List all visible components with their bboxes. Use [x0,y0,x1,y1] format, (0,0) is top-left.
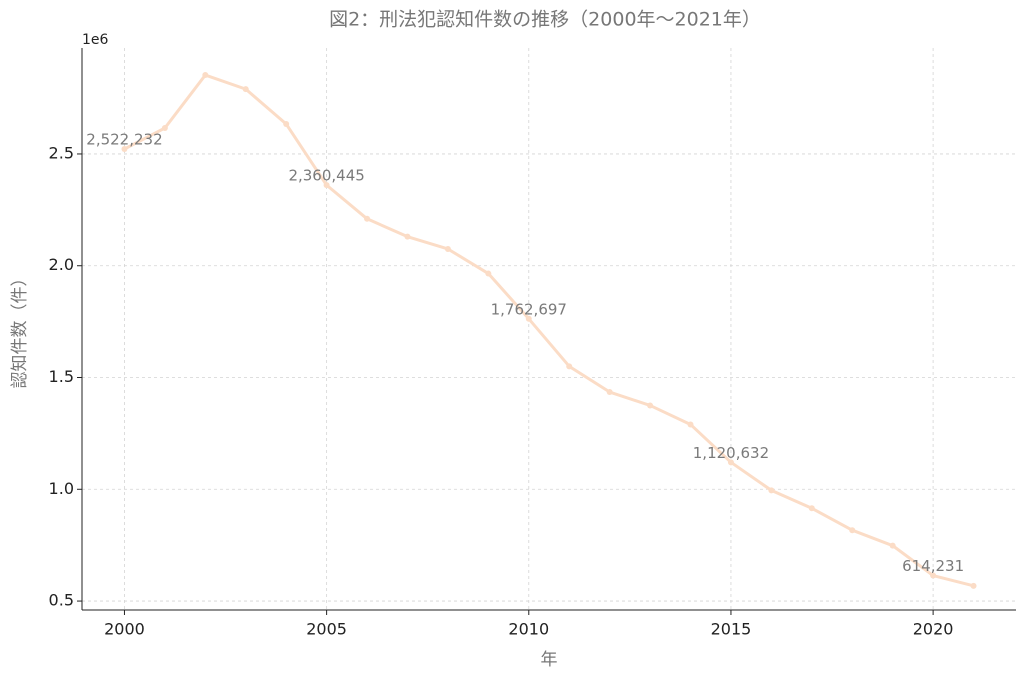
data-point [727,459,734,466]
y-multiplier: 1e6 [82,32,109,48]
y-tick-label: 2.5 [49,143,74,162]
data-point [647,402,654,409]
data-label: 2,360,445 [288,167,364,185]
data-point [404,233,411,240]
data-point [242,86,249,93]
data-point [606,389,613,396]
x-tick-label: 2015 [711,620,752,639]
y-tick-label: 1.0 [49,479,74,498]
y-axis-label: 認知件数（件） [10,270,30,389]
data-line [123,73,974,588]
data-point [121,145,128,152]
data-point [566,363,573,370]
data-point [849,527,856,534]
data-point [889,542,896,549]
x-tick-label: 2010 [508,620,549,639]
data-point [161,125,168,132]
data-point [970,582,977,589]
data-point [768,487,775,494]
data-label: 2,522,232 [86,130,162,148]
x-tick-label: 2005 [306,620,347,639]
data-point [930,572,937,579]
data-point [808,505,815,512]
x-tick-label: 2020 [913,620,954,639]
data-point [202,72,209,79]
x-axis-label: 年 [541,650,558,670]
chart-title: 図2：刑法犯認知件数の推移（2000年〜2021年） [329,9,761,31]
data-point [364,215,371,222]
data-point [525,315,532,322]
data-point [687,421,694,428]
data-label: 1,762,697 [491,300,567,318]
data-point [323,182,330,189]
y-tick-label: 0.5 [49,591,74,610]
y-tick-label: 1.5 [49,367,74,386]
data-label: 1,120,632 [693,444,769,462]
data-point [283,121,290,128]
data-point [485,270,492,277]
x-tick-label: 2000 [104,620,145,639]
y-tick-label: 2.0 [49,255,74,274]
data-label: 614,231 [902,557,964,575]
data-point [444,245,451,252]
